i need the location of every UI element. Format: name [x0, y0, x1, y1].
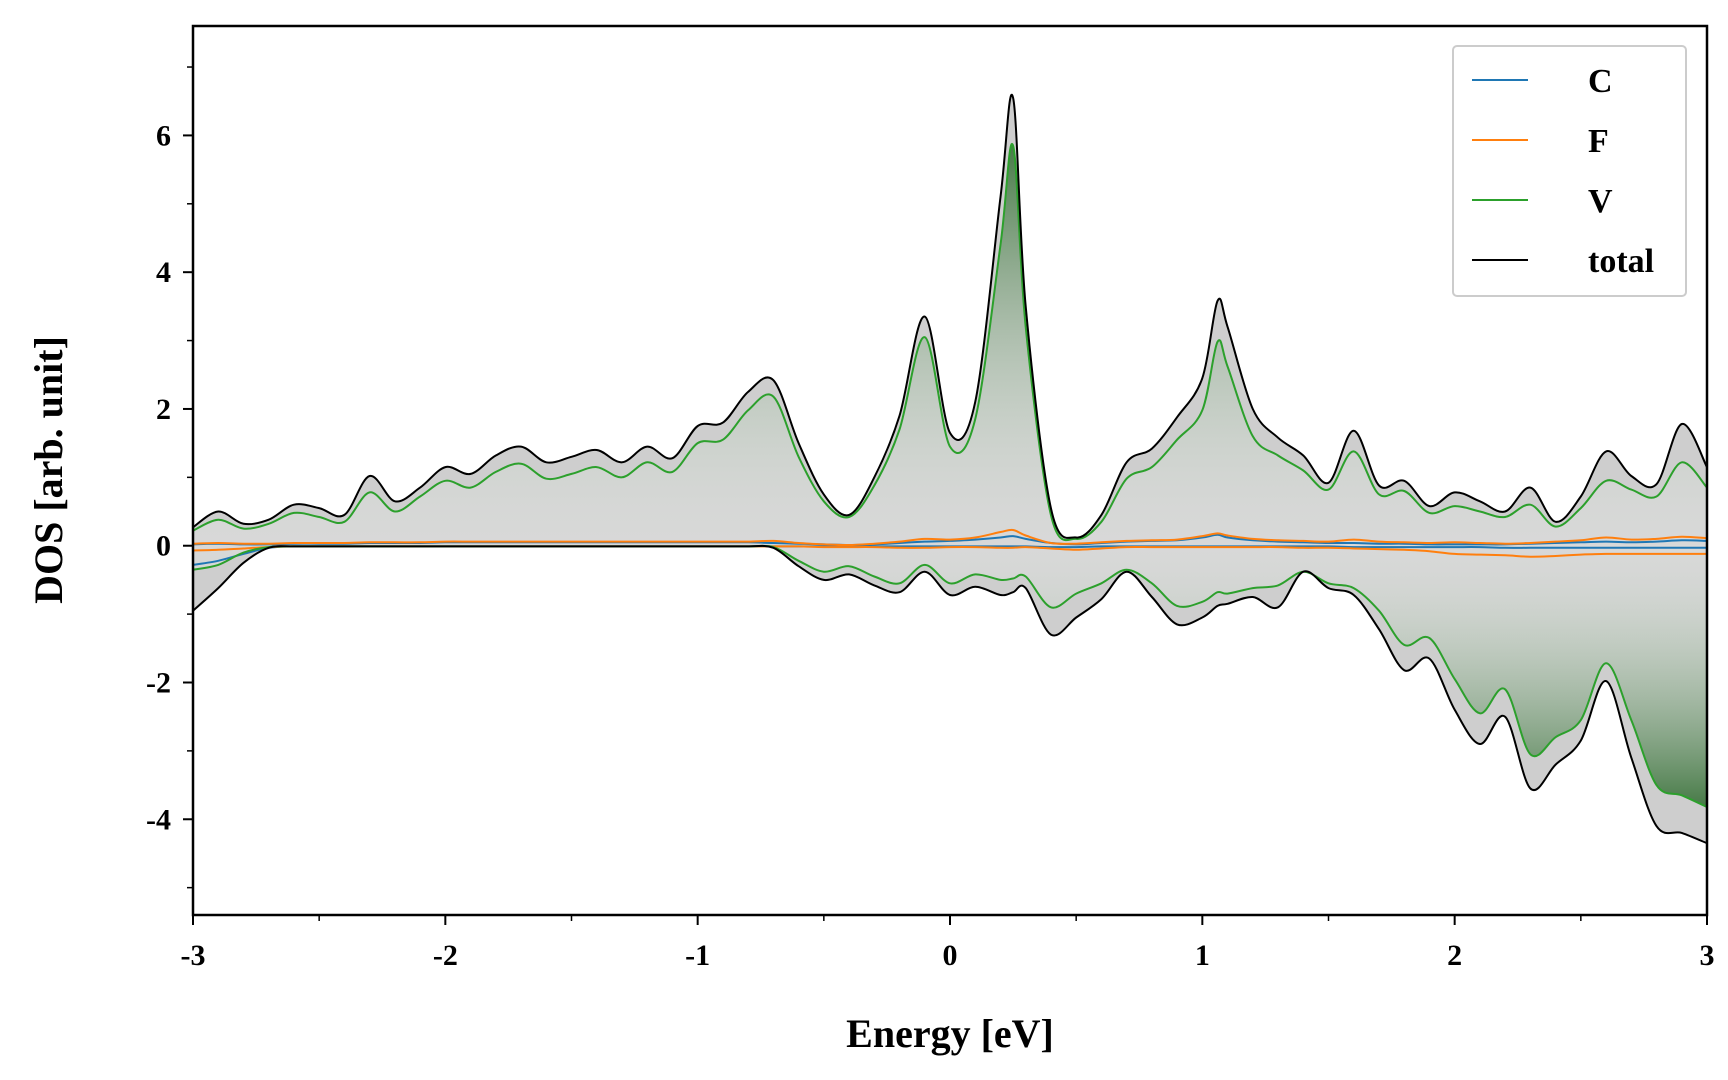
x-axis-label: Energy [eV] — [846, 1011, 1054, 1056]
legend-box — [1452, 45, 1687, 297]
y-tick-label: 4 — [156, 256, 171, 289]
x-tick-label: -1 — [685, 939, 710, 972]
y-axis: -4 -2 0 2 4 6 — [146, 66, 193, 889]
y-tick-label: 6 — [156, 119, 171, 152]
y-tick-label: -4 — [146, 803, 171, 836]
x-tick-label: 2 — [1447, 939, 1462, 972]
x-tick-label: 3 — [1700, 939, 1715, 972]
x-tick-label: -3 — [181, 939, 206, 972]
x-axis: -3 -2 -1 0 1 2 3 — [181, 915, 1715, 972]
x-tick-label: 1 — [1195, 939, 1210, 972]
series-line-total-up — [193, 93, 1707, 539]
legend-label-c: C — [1588, 63, 1613, 100]
series-line-total-down — [193, 544, 1707, 845]
y-axis-label: DOS [arb. unit] — [26, 336, 71, 604]
fill-v-down — [193, 545, 1707, 807]
x-tick-label: -2 — [433, 939, 458, 972]
y-tick-label: 2 — [156, 393, 171, 426]
series-line-f-up — [193, 528, 1707, 547]
x-tick-label: 0 — [943, 939, 958, 972]
y-tick-label: 0 — [156, 530, 171, 563]
series-line-v-up — [193, 142, 1707, 542]
legend-label-v: V — [1588, 183, 1613, 220]
dos-fills — [193, 94, 1707, 844]
dos-lines — [193, 93, 1707, 845]
y-tick-label: -2 — [146, 666, 171, 699]
legend-label-f: F — [1588, 123, 1609, 160]
fill-v-up — [193, 143, 1707, 546]
legend-label-total: total — [1588, 243, 1654, 280]
